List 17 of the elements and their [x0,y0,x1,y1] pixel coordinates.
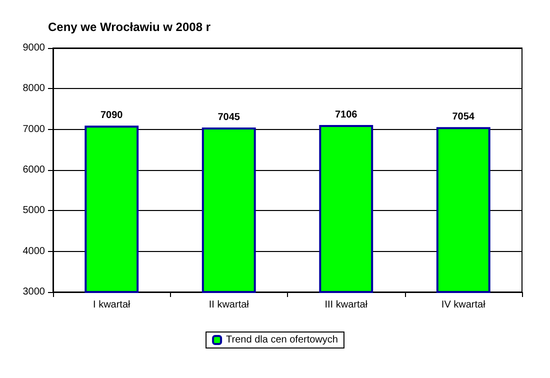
data-label: 7045 [218,112,240,124]
data-label: 7054 [452,112,475,123]
x-tick-label: I kwartał [93,300,132,310]
y-tick-label: 4000 [22,246,46,257]
x-tick-label: II kwartał [208,300,250,310]
data-label: 7090 [100,110,124,122]
chart-title: Ceny we Wrocławiu w 2008 r [48,20,211,34]
y-tick-label: 5000 [22,205,46,216]
x-tick-label: IV kwartał [441,300,486,310]
y-tick-label: 3000 [22,286,46,298]
y-tick-label: 6000 [22,164,46,176]
x-tick-label: III kwartał [324,300,368,310]
y-tick-label: 7000 [22,124,46,135]
y-tick-label: 8000 [22,83,46,94]
y-tick-label: 9000 [22,42,46,54]
legend-label: Trend dla cen ofertowych [226,334,338,346]
data-label: 7106 [335,110,358,121]
